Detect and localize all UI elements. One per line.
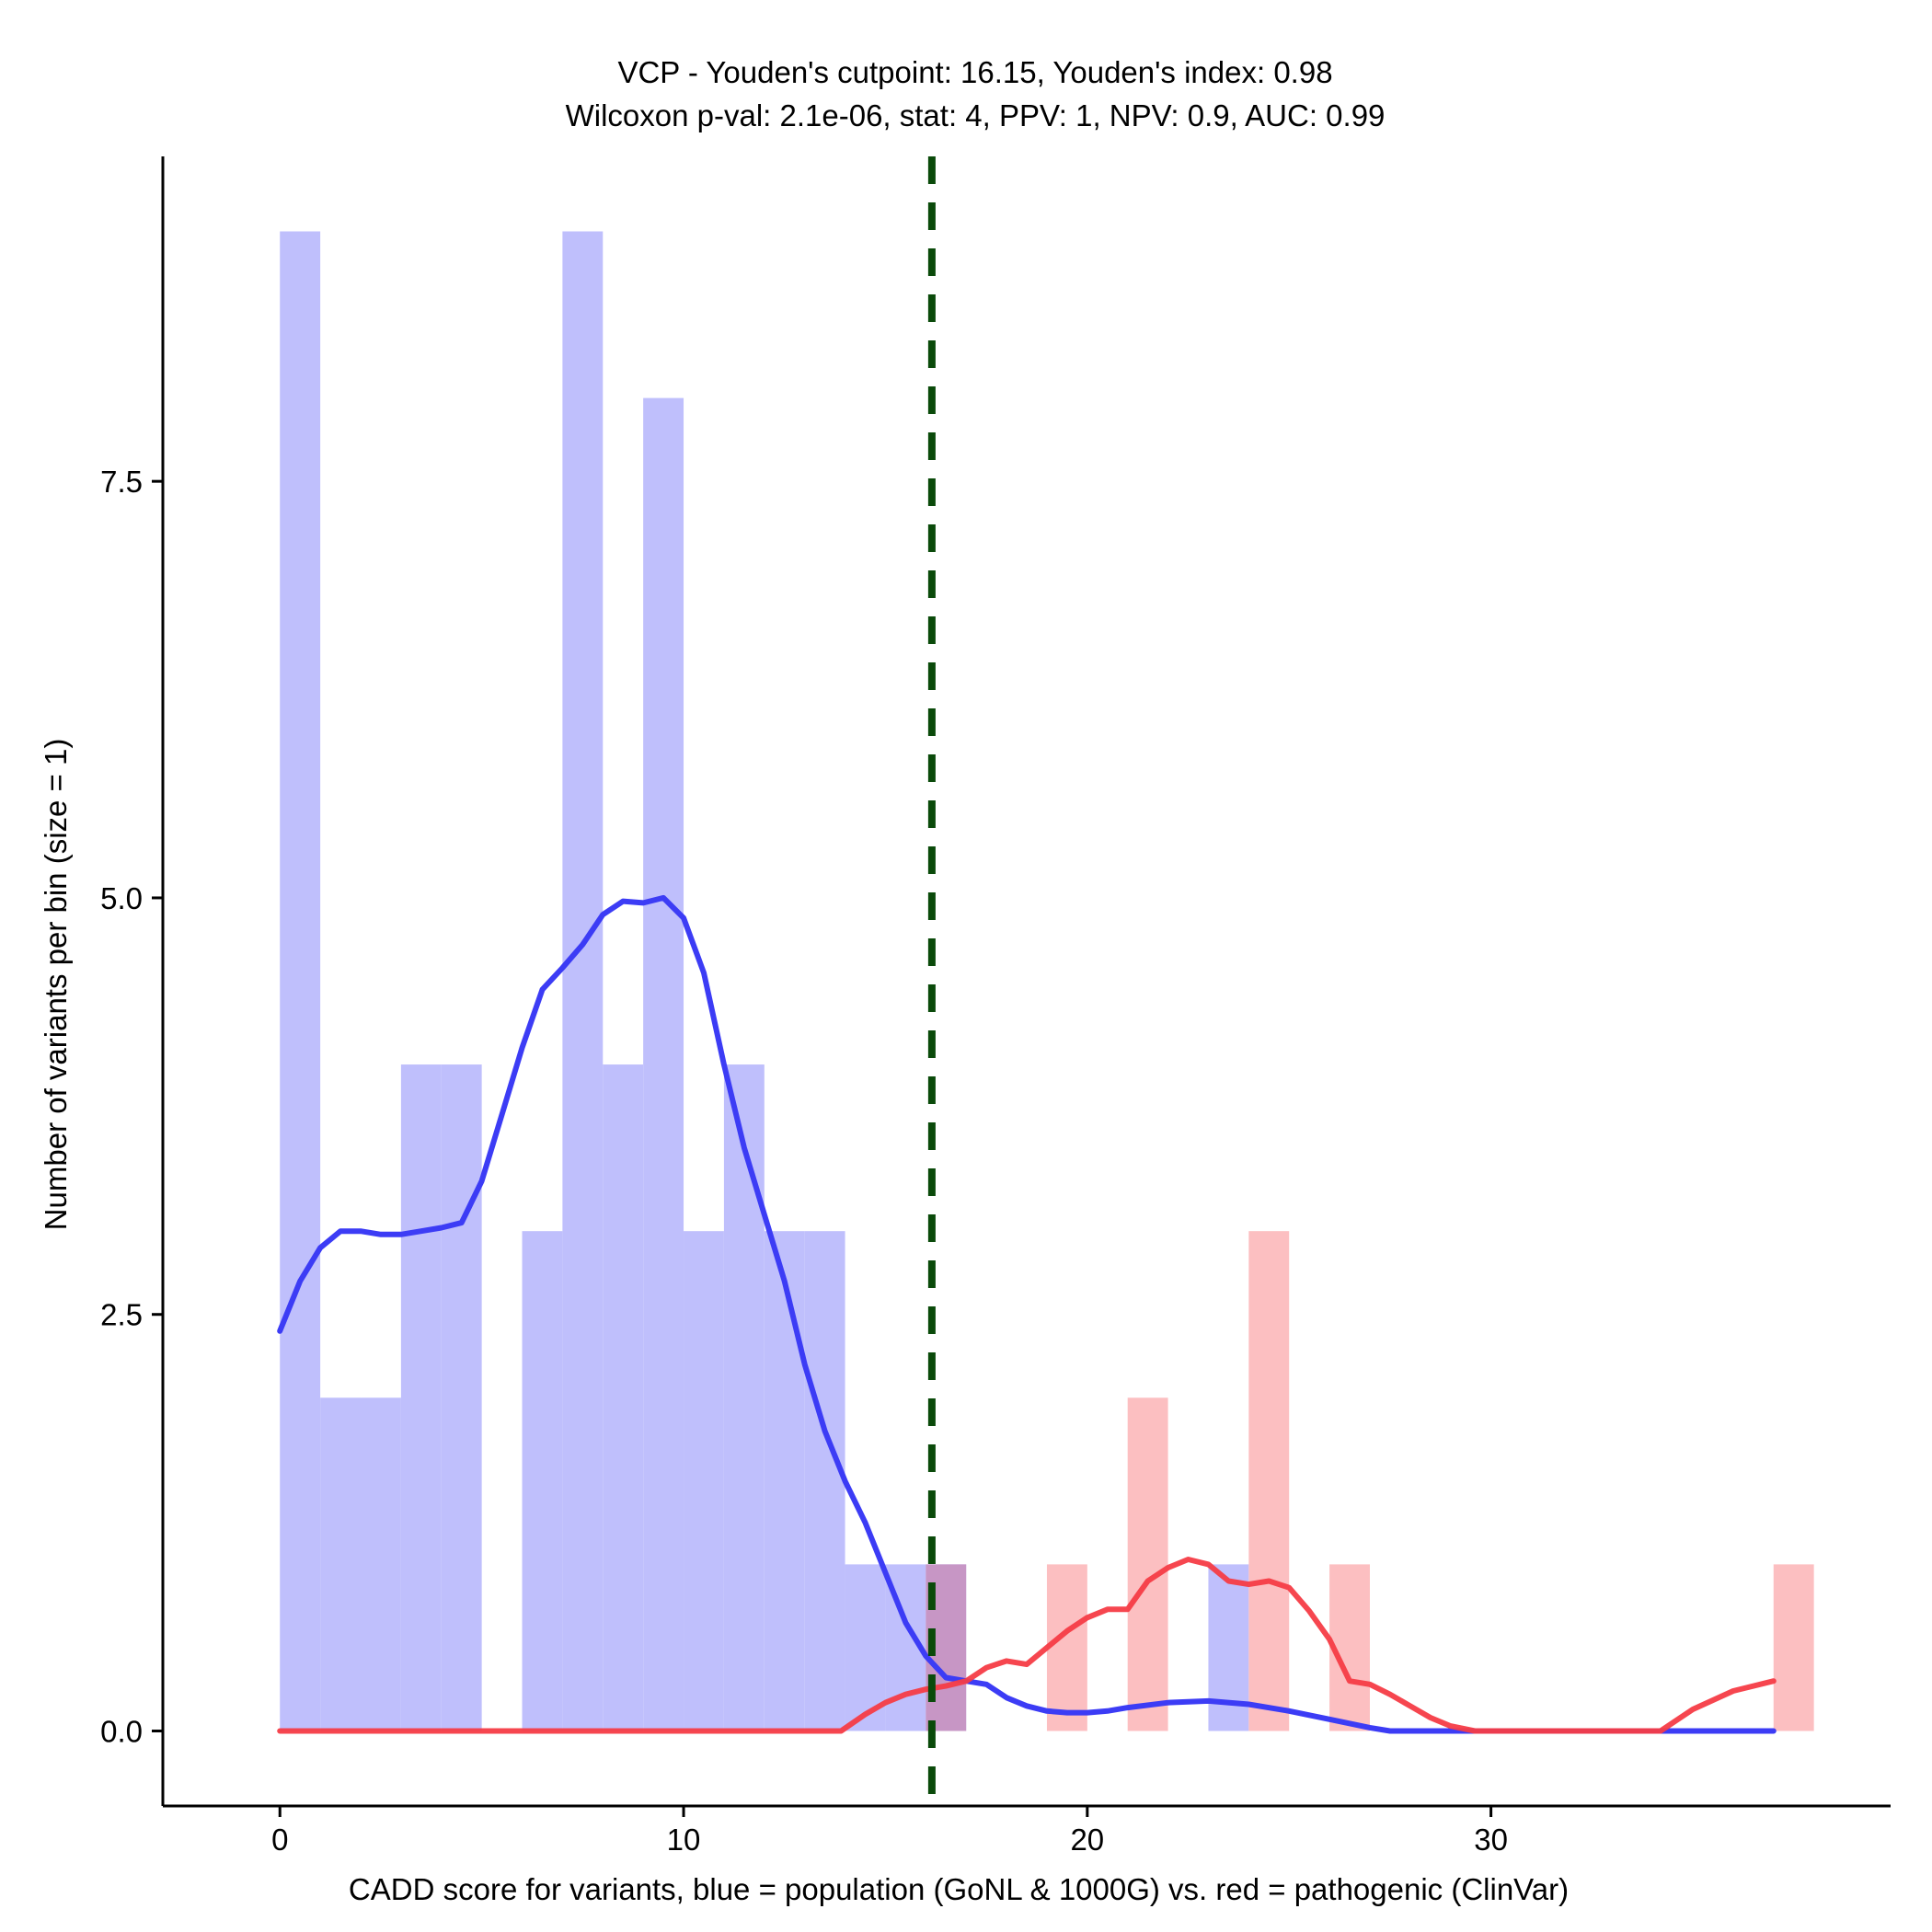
x-axis-label: CADD score for variants, blue = populati… (349, 1872, 1569, 1906)
pathogenic-density-line (277, 1557, 1777, 1734)
population-bar (603, 1064, 644, 1731)
population-bar (804, 1231, 845, 1731)
population-bar (643, 397, 684, 1731)
chart-title: VCP - Youden's cutpoint: 16.15, Youden's… (617, 55, 1332, 89)
x-tick-label: 0 (271, 1823, 288, 1857)
population-bar (562, 231, 604, 1731)
population-bar (845, 1564, 886, 1731)
y-tick-label: 7.5 (100, 465, 143, 499)
pathogenic-bar (1046, 1564, 1087, 1731)
population-density-line (277, 894, 1777, 1734)
x-tick-label: 10 (667, 1823, 701, 1857)
population-bar (361, 1397, 401, 1731)
population-bar (684, 1231, 724, 1731)
pathogenic-bar (1248, 1231, 1290, 1731)
chart-subtitle: Wilcoxon p-val: 2.1e-06, stat: 4, PPV: 1… (566, 98, 1386, 132)
population-bar (522, 1231, 563, 1731)
population-bar (320, 1397, 362, 1731)
population-bar (441, 1064, 482, 1731)
axes: 0 10 20 30 0.0 2.5 5.0 7.5 (100, 156, 1891, 1857)
y-tick-label: 2.5 (100, 1298, 143, 1332)
pathogenic-bars (926, 1231, 1814, 1731)
y-axis-label: Number of variants per bin (size = 1) (39, 739, 73, 1231)
pathogenic-bar (1127, 1397, 1168, 1731)
population-bar (400, 1064, 442, 1731)
density-curves (277, 894, 1777, 1734)
x-tick-label: 30 (1474, 1823, 1508, 1857)
pathogenic-bar (1773, 1564, 1814, 1731)
y-tick-label: 0.0 (100, 1715, 143, 1749)
y-tick-label: 5.0 (100, 881, 143, 915)
population-bar (280, 231, 321, 1731)
population-bars (280, 231, 1249, 1731)
population-bar (764, 1231, 805, 1731)
x-tick-label: 20 (1070, 1823, 1104, 1857)
population-bar (723, 1064, 765, 1731)
